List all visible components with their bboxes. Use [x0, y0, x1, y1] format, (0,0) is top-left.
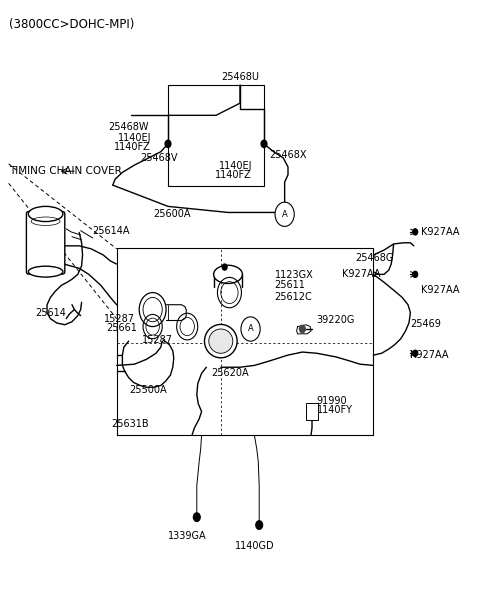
Text: 25620A: 25620A: [211, 368, 249, 378]
Text: 25468U: 25468U: [221, 72, 259, 82]
Text: 1123GX: 1123GX: [275, 270, 313, 280]
Circle shape: [413, 350, 418, 356]
Text: 1140FZ: 1140FZ: [114, 142, 151, 152]
Ellipse shape: [28, 266, 63, 277]
Circle shape: [300, 325, 305, 333]
Circle shape: [275, 202, 294, 226]
Ellipse shape: [214, 265, 242, 283]
Text: 25469: 25469: [410, 319, 441, 329]
Text: A: A: [248, 325, 253, 333]
Text: 15287: 15287: [104, 314, 135, 324]
Text: 25611: 25611: [275, 280, 305, 290]
Text: 1140FZ: 1140FZ: [215, 170, 252, 180]
Text: 25612C: 25612C: [275, 293, 312, 302]
Text: TIMING CHAIN COVER: TIMING CHAIN COVER: [9, 166, 121, 176]
Ellipse shape: [28, 206, 63, 222]
Text: 39220G: 39220G: [317, 316, 355, 325]
Circle shape: [256, 521, 263, 529]
Ellipse shape: [204, 324, 237, 358]
Text: 1140EJ: 1140EJ: [218, 161, 252, 171]
Circle shape: [165, 140, 171, 148]
Circle shape: [261, 140, 267, 148]
Text: K927AA: K927AA: [421, 285, 460, 295]
FancyBboxPatch shape: [26, 212, 65, 274]
Text: 25468V: 25468V: [140, 153, 178, 163]
Text: 25500A: 25500A: [130, 385, 167, 395]
Text: 91990: 91990: [317, 396, 348, 405]
Text: 25614: 25614: [36, 308, 66, 318]
Circle shape: [222, 264, 227, 270]
Text: 1140GD: 1140GD: [235, 541, 274, 551]
Ellipse shape: [209, 329, 233, 353]
Text: 15287: 15287: [142, 335, 173, 345]
Text: K927AA: K927AA: [421, 227, 460, 237]
Circle shape: [193, 513, 200, 521]
Bar: [306, 403, 318, 420]
Text: 25468X: 25468X: [269, 150, 306, 160]
Text: K927AA: K927AA: [410, 350, 449, 360]
Text: 25468W: 25468W: [108, 123, 149, 132]
Text: 25614A: 25614A: [93, 226, 130, 236]
Text: 25468G: 25468G: [355, 253, 394, 263]
Circle shape: [241, 317, 260, 341]
Text: K927AA: K927AA: [342, 270, 380, 279]
Text: 1140EJ: 1140EJ: [118, 133, 151, 143]
Text: 25661: 25661: [106, 323, 137, 333]
Text: 25600A: 25600A: [154, 209, 191, 219]
Text: (3800CC>DOHC-MPI): (3800CC>DOHC-MPI): [9, 18, 134, 31]
Circle shape: [413, 229, 418, 235]
Text: 25631B: 25631B: [111, 419, 149, 429]
Text: A: A: [282, 210, 288, 219]
Circle shape: [413, 271, 418, 277]
Text: 1140FY: 1140FY: [317, 405, 353, 415]
Text: 1339GA: 1339GA: [168, 531, 206, 541]
